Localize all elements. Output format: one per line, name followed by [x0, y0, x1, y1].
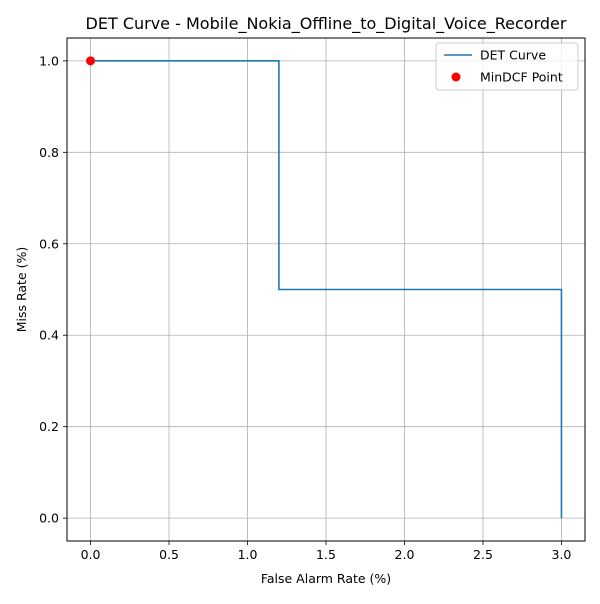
- y-axis-ticks: 0.0 0.2 0.4 0.6 0.8 1.0: [39, 53, 67, 526]
- legend-label-det-curve: DET Curve: [480, 48, 546, 63]
- x-axis-ticks: 0.0 0.5 1.0 1.5 2.0 2.5 3.0: [81, 541, 572, 562]
- y-tick-label: 0.4: [39, 328, 59, 343]
- x-tick-label: 2.5: [473, 547, 493, 562]
- series-layer: [86, 56, 563, 519]
- y-tick-label: 0.6: [39, 236, 59, 251]
- y-tick-label: 0.2: [39, 419, 59, 434]
- legend-dot-swatch: [451, 72, 461, 82]
- y-tick-label: 0.0: [39, 511, 59, 526]
- det-curve-line: [90, 60, 563, 519]
- y-axis-label: Miss Rate (%): [14, 247, 29, 333]
- mindcf-point: [86, 56, 96, 66]
- x-tick-label: 1.0: [238, 547, 258, 562]
- y-tick-label: 0.8: [39, 145, 59, 160]
- x-tick-label: 0.0: [81, 547, 101, 562]
- legend: DET Curve MinDCF Point: [435, 42, 579, 91]
- legend-label-mindcf-point: MinDCF Point: [480, 70, 563, 85]
- x-tick-label: 0.5: [159, 547, 179, 562]
- x-tick-label: 2.0: [395, 547, 415, 562]
- chart-title: DET Curve - Mobile_Nokia_Offline_to_Digi…: [86, 14, 567, 34]
- x-tick-label: 3.0: [552, 547, 572, 562]
- y-tick-label: 1.0: [39, 53, 59, 68]
- x-axis-label: False Alarm Rate (%): [261, 571, 391, 586]
- x-tick-label: 1.5: [316, 547, 336, 562]
